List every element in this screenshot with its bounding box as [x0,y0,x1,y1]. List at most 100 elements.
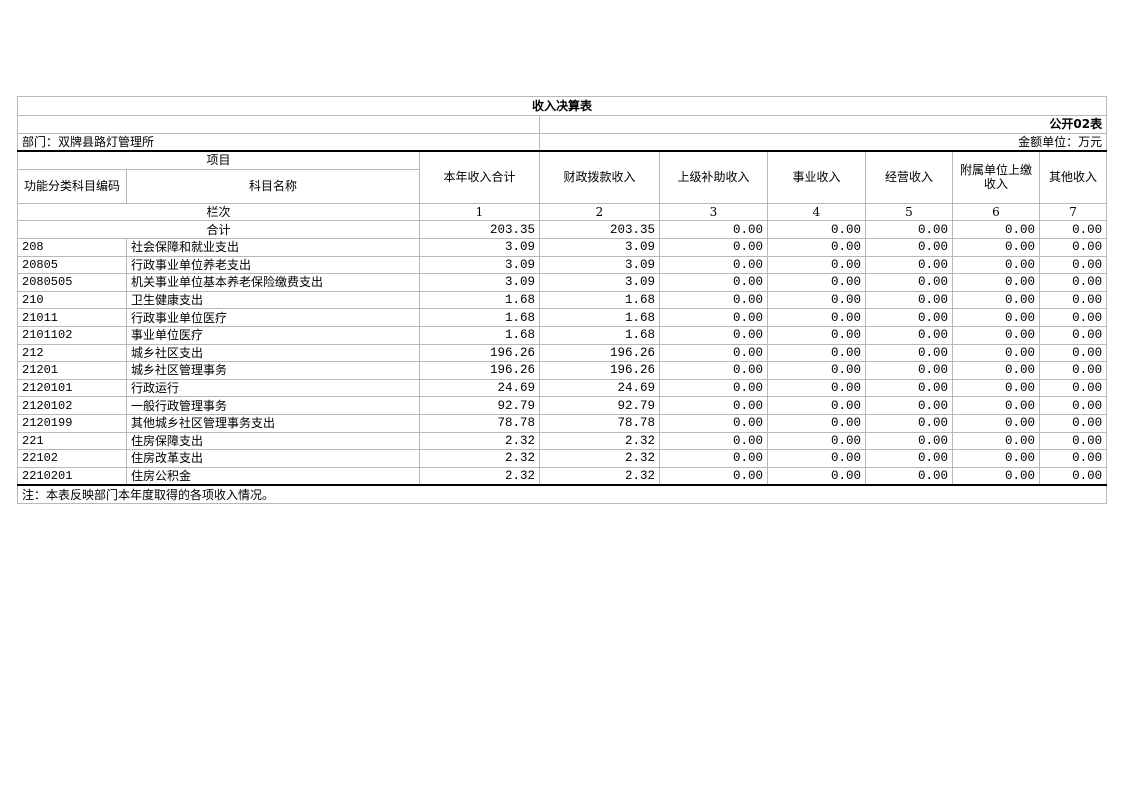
amount-cell: 0.00 [767,396,866,415]
amount-cell: 1.68 [419,325,540,345]
header-col-1: 本年收入合计 [419,150,540,204]
header-name: 科目名称 [126,168,420,204]
amount-cell: 0.00 [1038,449,1108,468]
amount-cell: 0.00 [865,413,953,433]
amount-cell: 0.00 [1038,237,1108,257]
subject-code: 2101102 [17,325,127,345]
subject-code: 20805 [17,255,127,275]
amount-cell: 3.09 [419,237,540,257]
subject-name: 行政运行 [126,378,420,398]
amount-cell: 0.00 [767,237,866,257]
amount-cell: 78.78 [419,413,540,433]
subject-code: 22102 [17,449,127,468]
amount-cell: 0.00 [767,325,866,345]
amount-cell: 3.09 [419,255,540,275]
amount-cell: 0.00 [767,413,866,433]
amount-cell: 0.00 [952,273,1040,292]
column-index: 2 [539,202,660,222]
amount-cell: 0.00 [659,325,768,345]
subject-name: 社会保障和就业支出 [126,237,420,257]
subject-code: 210 [17,290,127,310]
subject-name: 事业单位医疗 [126,325,420,345]
unit-label: 金额单位：万元 [538,132,1108,153]
amount-cell: 0.00 [659,449,768,468]
amount-cell: 0.00 [865,396,953,415]
amount-cell: 0.00 [767,466,866,487]
column-index: 7 [1038,202,1108,222]
subject-name: 行政事业单位养老支出 [126,255,420,275]
amount-cell: 0.00 [865,237,953,257]
subject-code: 208 [17,237,127,257]
amount-cell: 1.68 [419,308,540,327]
amount-cell: 0.00 [865,255,953,275]
amount-cell: 0.00 [952,255,1040,275]
amount-cell: 0.00 [767,255,866,275]
subject-code: 2210201 [17,466,127,487]
total-value: 0.00 [659,220,768,239]
amount-cell: 0.00 [952,466,1040,487]
subject-name: 一般行政管理事务 [126,396,420,415]
total-value: 0.00 [1038,220,1108,239]
amount-cell: 2.32 [539,449,660,468]
subject-code: 2120199 [17,413,127,433]
subject-name: 行政事业单位医疗 [126,308,420,327]
amount-cell: 0.00 [767,290,866,310]
table-code: 公开02表 [538,115,1108,134]
amount-cell: 92.79 [419,396,540,415]
amount-cell: 3.09 [419,273,540,292]
amount-cell: 196.26 [539,361,660,380]
amount-cell: 0.00 [952,449,1040,468]
amount-cell: 3.09 [539,255,660,275]
amount-cell: 0.00 [1038,413,1108,433]
table-row: 2080505 机关事业单位基本养老保险缴费支出 3.09 3.09 0.00 0.00 0… [17,273,1108,292]
amount-cell: 0.00 [865,308,953,327]
table-title: 收入决算表 [16,96,1108,116]
amount-cell: 0.00 [659,255,768,275]
table-row: 21011 行政事业单位医疗 1.68 1.68 0.00 0.00 0.00 0.00 0.0… [17,308,1108,327]
header-col-2: 财政拨款收入 [539,150,660,204]
amount-cell: 0.00 [659,378,768,398]
subject-code: 212 [17,343,127,363]
amount-cell: 2.32 [539,431,660,451]
amount-cell: 196.26 [419,343,540,363]
amount-cell: 2.32 [419,449,540,468]
column-index-label: 栏次 [17,202,420,222]
amount-cell: 0.00 [767,308,866,327]
subject-code: 2080505 [17,273,127,292]
amount-cell: 0.00 [952,378,1040,398]
subject-code: 2120101 [17,378,127,398]
amount-cell: 0.00 [865,273,953,292]
subject-name: 城乡社区支出 [126,343,420,363]
column-index: 6 [952,202,1040,222]
amount-cell: 0.00 [659,396,768,415]
column-index: 3 [659,202,768,222]
table-note: 注：本表反映部门本年度取得的各项收入情况。 [16,484,1108,504]
amount-cell: 24.69 [419,378,540,398]
amount-cell: 1.68 [539,325,660,345]
amount-cell: 0.00 [659,431,768,451]
header-code: 功能分类科目编码 [17,168,127,204]
amount-cell: 3.09 [539,237,660,257]
header-col-4: 事业收入 [767,150,866,204]
amount-cell: 0.00 [952,308,1040,327]
header-item: 项目 [17,150,420,170]
subject-code: 21011 [17,308,127,327]
amount-cell: 78.78 [539,413,660,433]
table-row: 2120101 行政运行 24.69 24.69 0.00 0.00 0.00 0.00 0.0… [17,378,1108,398]
subject-name: 城乡社区管理事务 [126,361,420,380]
amount-cell: 2.32 [419,466,540,487]
total-label: 合计 [17,220,420,239]
subject-name: 卫生健康支出 [126,290,420,310]
total-value: 0.00 [767,220,866,239]
amount-cell: 1.68 [539,290,660,310]
header-col-6: 附属单位上缴收入 [952,150,1040,204]
amount-cell: 0.00 [767,273,866,292]
amount-cell: 0.00 [865,466,953,487]
amount-cell: 0.00 [952,290,1040,310]
column-index: 5 [865,202,953,222]
amount-cell: 3.09 [539,273,660,292]
department-label: 部门：双牌县路灯管理所 [17,132,540,153]
amount-cell: 0.00 [952,237,1040,257]
amount-cell: 0.00 [659,343,768,363]
amount-cell: 0.00 [659,290,768,310]
